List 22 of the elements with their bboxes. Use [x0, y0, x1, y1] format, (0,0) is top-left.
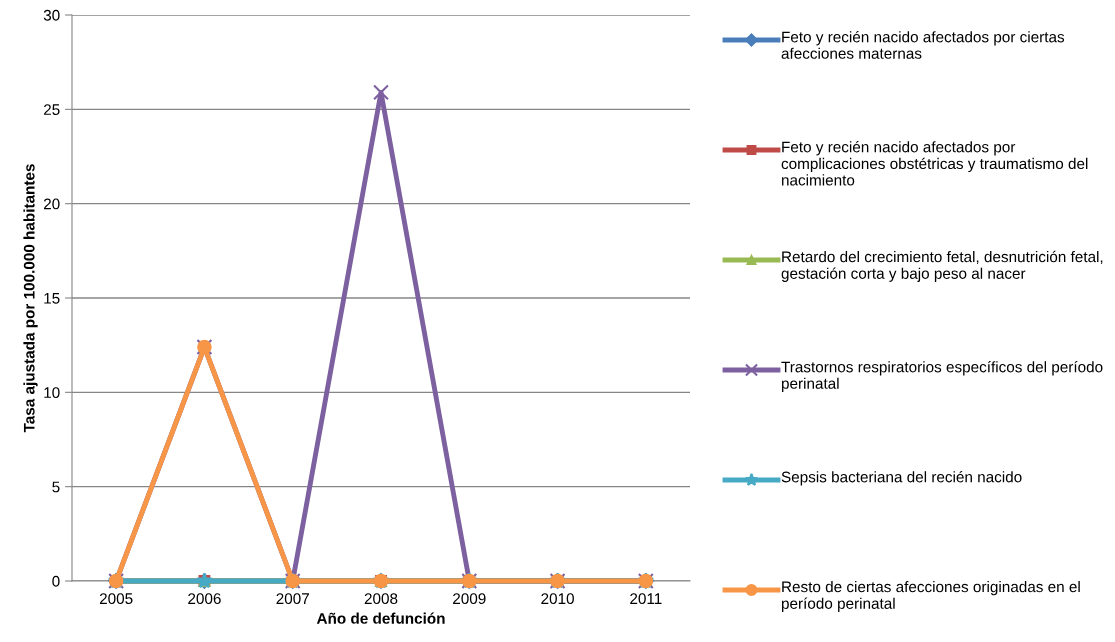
- y-tick-label: 25: [43, 104, 60, 116]
- y-tick-label: 30: [43, 9, 60, 21]
- x-tick-label: 2010: [541, 593, 574, 605]
- y-tick-label: 15: [44, 293, 60, 304]
- x-tick-label: 2006: [188, 593, 221, 605]
- legend-label: Resto de ciertas afecciones originadas en el período perinatal: [781, 581, 1080, 612]
- y-tick-label: 10: [44, 387, 60, 399]
- x-tick-label: 2008: [364, 593, 398, 605]
- legend-label: Feto y recién nacido afectados por ciertas afecciones maternas: [781, 31, 1065, 59]
- x-axis-title: Año de defunción: [316, 612, 445, 624]
- legend-label: Sepsis bacteriana del recién nacido: [781, 471, 1022, 486]
- x-tick-label: 2009: [453, 593, 486, 605]
- x-tick-label: 2005: [99, 593, 133, 605]
- y-tick-label: 20: [43, 198, 60, 210]
- y-axis-title: Tasa ajustada por 100.000 habitantes: [23, 164, 38, 433]
- legend-label: Retardo del crecimiento fetal, desnutrición fetal, gestación corta y bajo peso al nacer: [781, 250, 1103, 282]
- legend-label: Trastornos respiratorios específicos del período perinatal: [781, 361, 1103, 392]
- x-tick-label: 2011: [630, 593, 662, 605]
- x-tick-label: 2007: [276, 593, 309, 605]
- y-tick-label: 5: [52, 481, 60, 493]
- legend-label: Feto y recién nacido afectados por complicaciones obstétricas y traumatismo del nacimiento: [781, 141, 1088, 186]
- y-tick-label: 0: [52, 575, 60, 587]
